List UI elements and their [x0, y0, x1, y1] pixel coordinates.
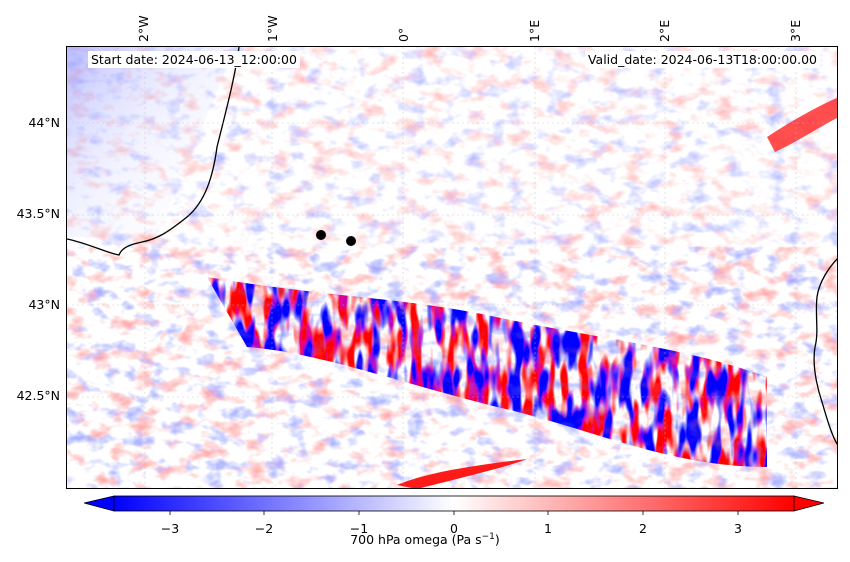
- start-date-label: Start date: 2024-06-13_12:00:00: [88, 51, 300, 68]
- lon-tick-label: 2°W: [136, 15, 151, 42]
- colorbar-extend-min: [84, 495, 115, 512]
- colorbar: [84, 495, 824, 515]
- lat-tick-label: 42.5°N: [16, 388, 60, 403]
- station-marker: [316, 230, 326, 240]
- lon-tick-label: 1°W: [265, 15, 280, 42]
- lat-tick-label: 43.5°N: [16, 206, 60, 221]
- colorbar-tick-label: −1: [349, 521, 369, 536]
- map-panel: [66, 46, 838, 489]
- lat-tick-label: 44°N: [28, 115, 60, 130]
- colorbar-extend-max: [793, 495, 824, 512]
- coastline-mediterranean: [813, 258, 837, 445]
- colorbar-tick-label: 2: [639, 521, 647, 536]
- colorbar-tick-label: −3: [160, 521, 180, 536]
- omega-field: [67, 47, 837, 488]
- colorbar-label: 700 hPa omega (Pa s−1): [350, 532, 500, 548]
- lon-tick-label: 2°E: [657, 19, 672, 42]
- lon-tick-label: 0°: [396, 27, 411, 42]
- colorbar-tick-label: 0: [450, 521, 458, 536]
- station-marker: [346, 236, 356, 246]
- colorbar-tick-label: 3: [734, 521, 742, 536]
- colorbar-tick-label: −2: [254, 521, 274, 536]
- lat-tick-label: 43°N: [28, 297, 60, 312]
- coastline-france-atlantic: [67, 47, 240, 256]
- lon-tick-label: 3°E: [788, 19, 803, 42]
- colorbar-tick-label: 1: [544, 521, 552, 536]
- lon-tick-label: 1°E: [527, 19, 542, 42]
- valid-date-label: Valid_date: 2024-06-13T18:00:00.00: [584, 51, 820, 68]
